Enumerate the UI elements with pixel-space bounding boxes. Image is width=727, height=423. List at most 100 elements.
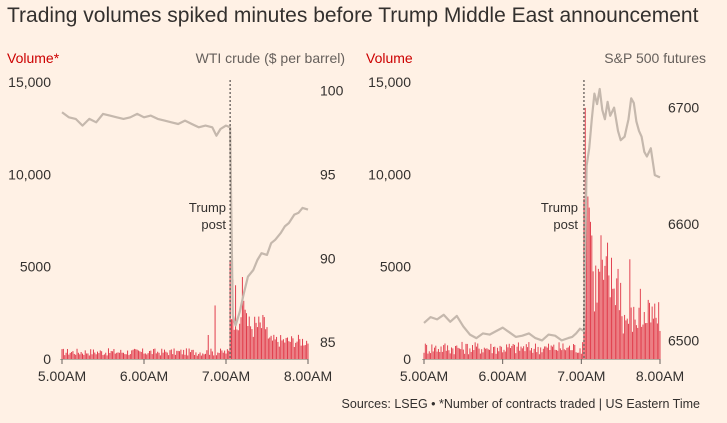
volume-bar: [566, 347, 568, 359]
volume-bar: [437, 349, 439, 359]
volume-bar: [557, 350, 559, 359]
volume-bar: [180, 349, 182, 359]
volume-bar: [478, 348, 480, 359]
right-tick-label: 6600: [668, 216, 699, 232]
volume-bar: [282, 339, 284, 359]
left-tick-label: 0: [403, 351, 411, 367]
annotation-line-2: post: [201, 217, 226, 232]
volume-bar: [654, 303, 656, 359]
volume-bar: [256, 327, 258, 359]
volume-bar: [549, 350, 551, 359]
volume-bar: [432, 351, 434, 359]
left-tick-label: 10,000: [368, 166, 411, 182]
volume-bar: [107, 348, 109, 359]
volume-bar: [258, 316, 260, 359]
volume-bar: [633, 306, 635, 359]
volume-bar: [426, 344, 428, 359]
volume-bar: [102, 355, 104, 359]
volume-bar: [571, 350, 573, 359]
volume-bar: [574, 344, 576, 359]
x-tick-label: 8.00AM: [636, 368, 684, 384]
volume-bar: [291, 336, 293, 359]
x-tick-label: 6.00AM: [120, 368, 168, 384]
volume-bar: [262, 314, 264, 359]
volume-bar: [129, 354, 131, 359]
volume-bar: [479, 353, 481, 359]
volume-bar: [498, 351, 500, 359]
volume-bar: [634, 319, 636, 359]
volume-bar: [195, 352, 197, 359]
volume-bar: [123, 352, 124, 359]
volume-bar: [427, 353, 429, 359]
volume-bar: [188, 348, 190, 359]
volume-bar: [144, 353, 146, 359]
volume-bar: [299, 339, 301, 359]
volume-bar: [229, 261, 231, 359]
volume-bar: [562, 343, 564, 359]
volume-bar: [157, 351, 159, 359]
volume-bar: [656, 323, 658, 359]
left-axis-label: Volume: [366, 50, 413, 66]
volume-bar: [113, 348, 115, 359]
volume-bar: [444, 343, 446, 359]
volume-bar: [252, 336, 254, 359]
volume-bar: [164, 349, 165, 359]
volume-bar: [205, 353, 206, 359]
right-tick-label: 6500: [668, 332, 699, 348]
volume-bar: [642, 324, 644, 359]
volume-bar: [277, 341, 279, 359]
volume-bar: [170, 349, 172, 359]
volume-bar: [246, 313, 247, 359]
volume-bar: [451, 347, 453, 359]
volume-bar: [565, 350, 567, 359]
volume-bar: [500, 346, 502, 359]
volume-bar: [609, 297, 611, 359]
left-tick-label: 0: [43, 351, 51, 367]
price-line: [61, 111, 309, 327]
volume-bar: [578, 352, 580, 359]
volume-bar: [524, 351, 526, 359]
volume-bar: [101, 351, 103, 359]
volume-bar: [243, 300, 245, 359]
volume-bar: [127, 350, 129, 359]
volume-bar: [453, 354, 455, 359]
volume-bar: [638, 307, 640, 359]
volume-bar: [470, 351, 472, 359]
volume-bar: [203, 354, 205, 359]
volume-bars: [423, 107, 661, 359]
volume-bar: [306, 340, 308, 359]
volume-bar: [641, 326, 643, 359]
volume-bar: [116, 352, 118, 359]
volume-bar: [652, 318, 654, 359]
volume-bar: [658, 302, 660, 359]
volume-bar: [466, 343, 468, 359]
volume-bar: [590, 221, 591, 359]
volume-bar: [210, 348, 212, 359]
volume-bar: [506, 344, 508, 359]
volume-bar: [515, 353, 517, 359]
volume-bar: [464, 353, 466, 359]
volume-bar: [622, 333, 624, 359]
volume-bar: [138, 350, 140, 359]
volume-bar: [525, 344, 527, 359]
volume-bar: [570, 350, 572, 359]
volume-bar: [224, 350, 226, 359]
volume-bar: [593, 311, 595, 359]
volume-bar: [460, 349, 462, 359]
x-tick-label: 5.00AM: [400, 368, 448, 384]
volume-bar: [550, 345, 552, 359]
volume-bar: [545, 346, 547, 359]
volume-bar: [244, 309, 246, 359]
volume-bar: [494, 346, 496, 359]
volume-bar: [285, 337, 287, 359]
volume-bar: [454, 345, 456, 359]
volume-bar: [428, 351, 430, 359]
volume-bar: [117, 352, 119, 359]
volume-bar: [202, 353, 204, 359]
volume-bar: [128, 355, 130, 359]
volume-bar: [650, 322, 652, 359]
volume-bar: [630, 307, 632, 359]
volume-bar: [541, 352, 543, 359]
volume-bar: [499, 345, 501, 359]
